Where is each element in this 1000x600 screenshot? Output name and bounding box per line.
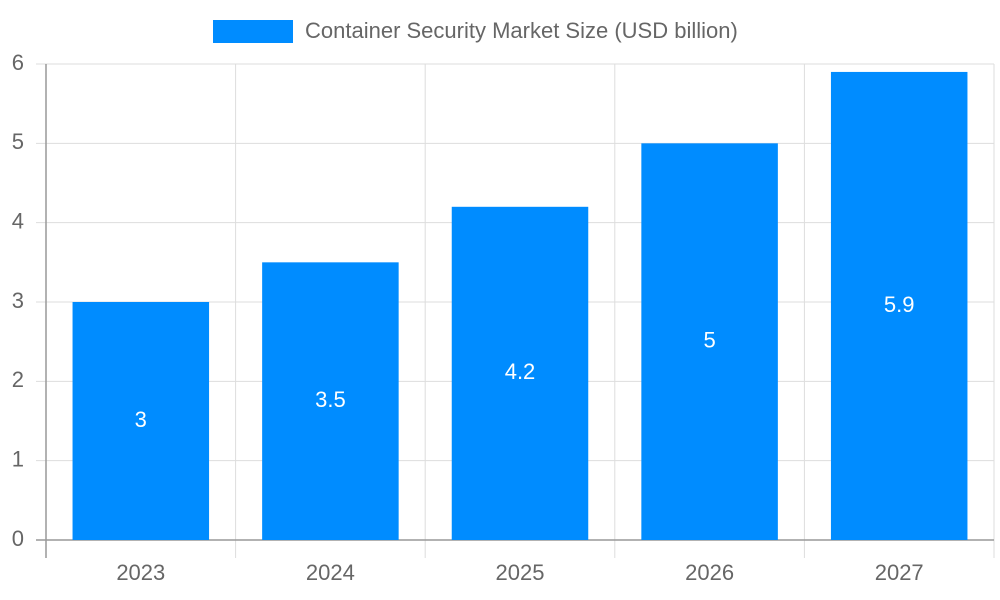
x-tick-label: 2023 (116, 560, 165, 585)
y-tick-label: 1 (12, 446, 24, 471)
y-tick-label: 2 (12, 367, 24, 392)
value-label: 3.5 (315, 387, 346, 412)
value-label: 5 (703, 327, 715, 352)
value-label: 5.9 (884, 292, 915, 317)
x-tick-label: 2027 (875, 560, 924, 585)
x-tick-label: 2025 (496, 560, 545, 585)
y-tick-label: 6 (12, 50, 24, 75)
value-label: 3 (135, 407, 147, 432)
legend-label: Container Security Market Size (USD bill… (305, 18, 738, 43)
y-tick-label: 3 (12, 288, 24, 313)
y-tick-label: 0 (12, 526, 24, 551)
x-tick-label: 2026 (685, 560, 734, 585)
x-tick-label: 2024 (306, 560, 355, 585)
y-tick-label: 5 (12, 129, 24, 154)
bar (451, 206, 589, 541)
bar (262, 262, 399, 540)
bar (830, 71, 968, 540)
bar (72, 302, 210, 540)
legend-swatch (213, 20, 293, 43)
y-tick-label: 4 (12, 208, 24, 233)
value-label: 4.2 (505, 359, 536, 384)
bar (641, 143, 778, 541)
